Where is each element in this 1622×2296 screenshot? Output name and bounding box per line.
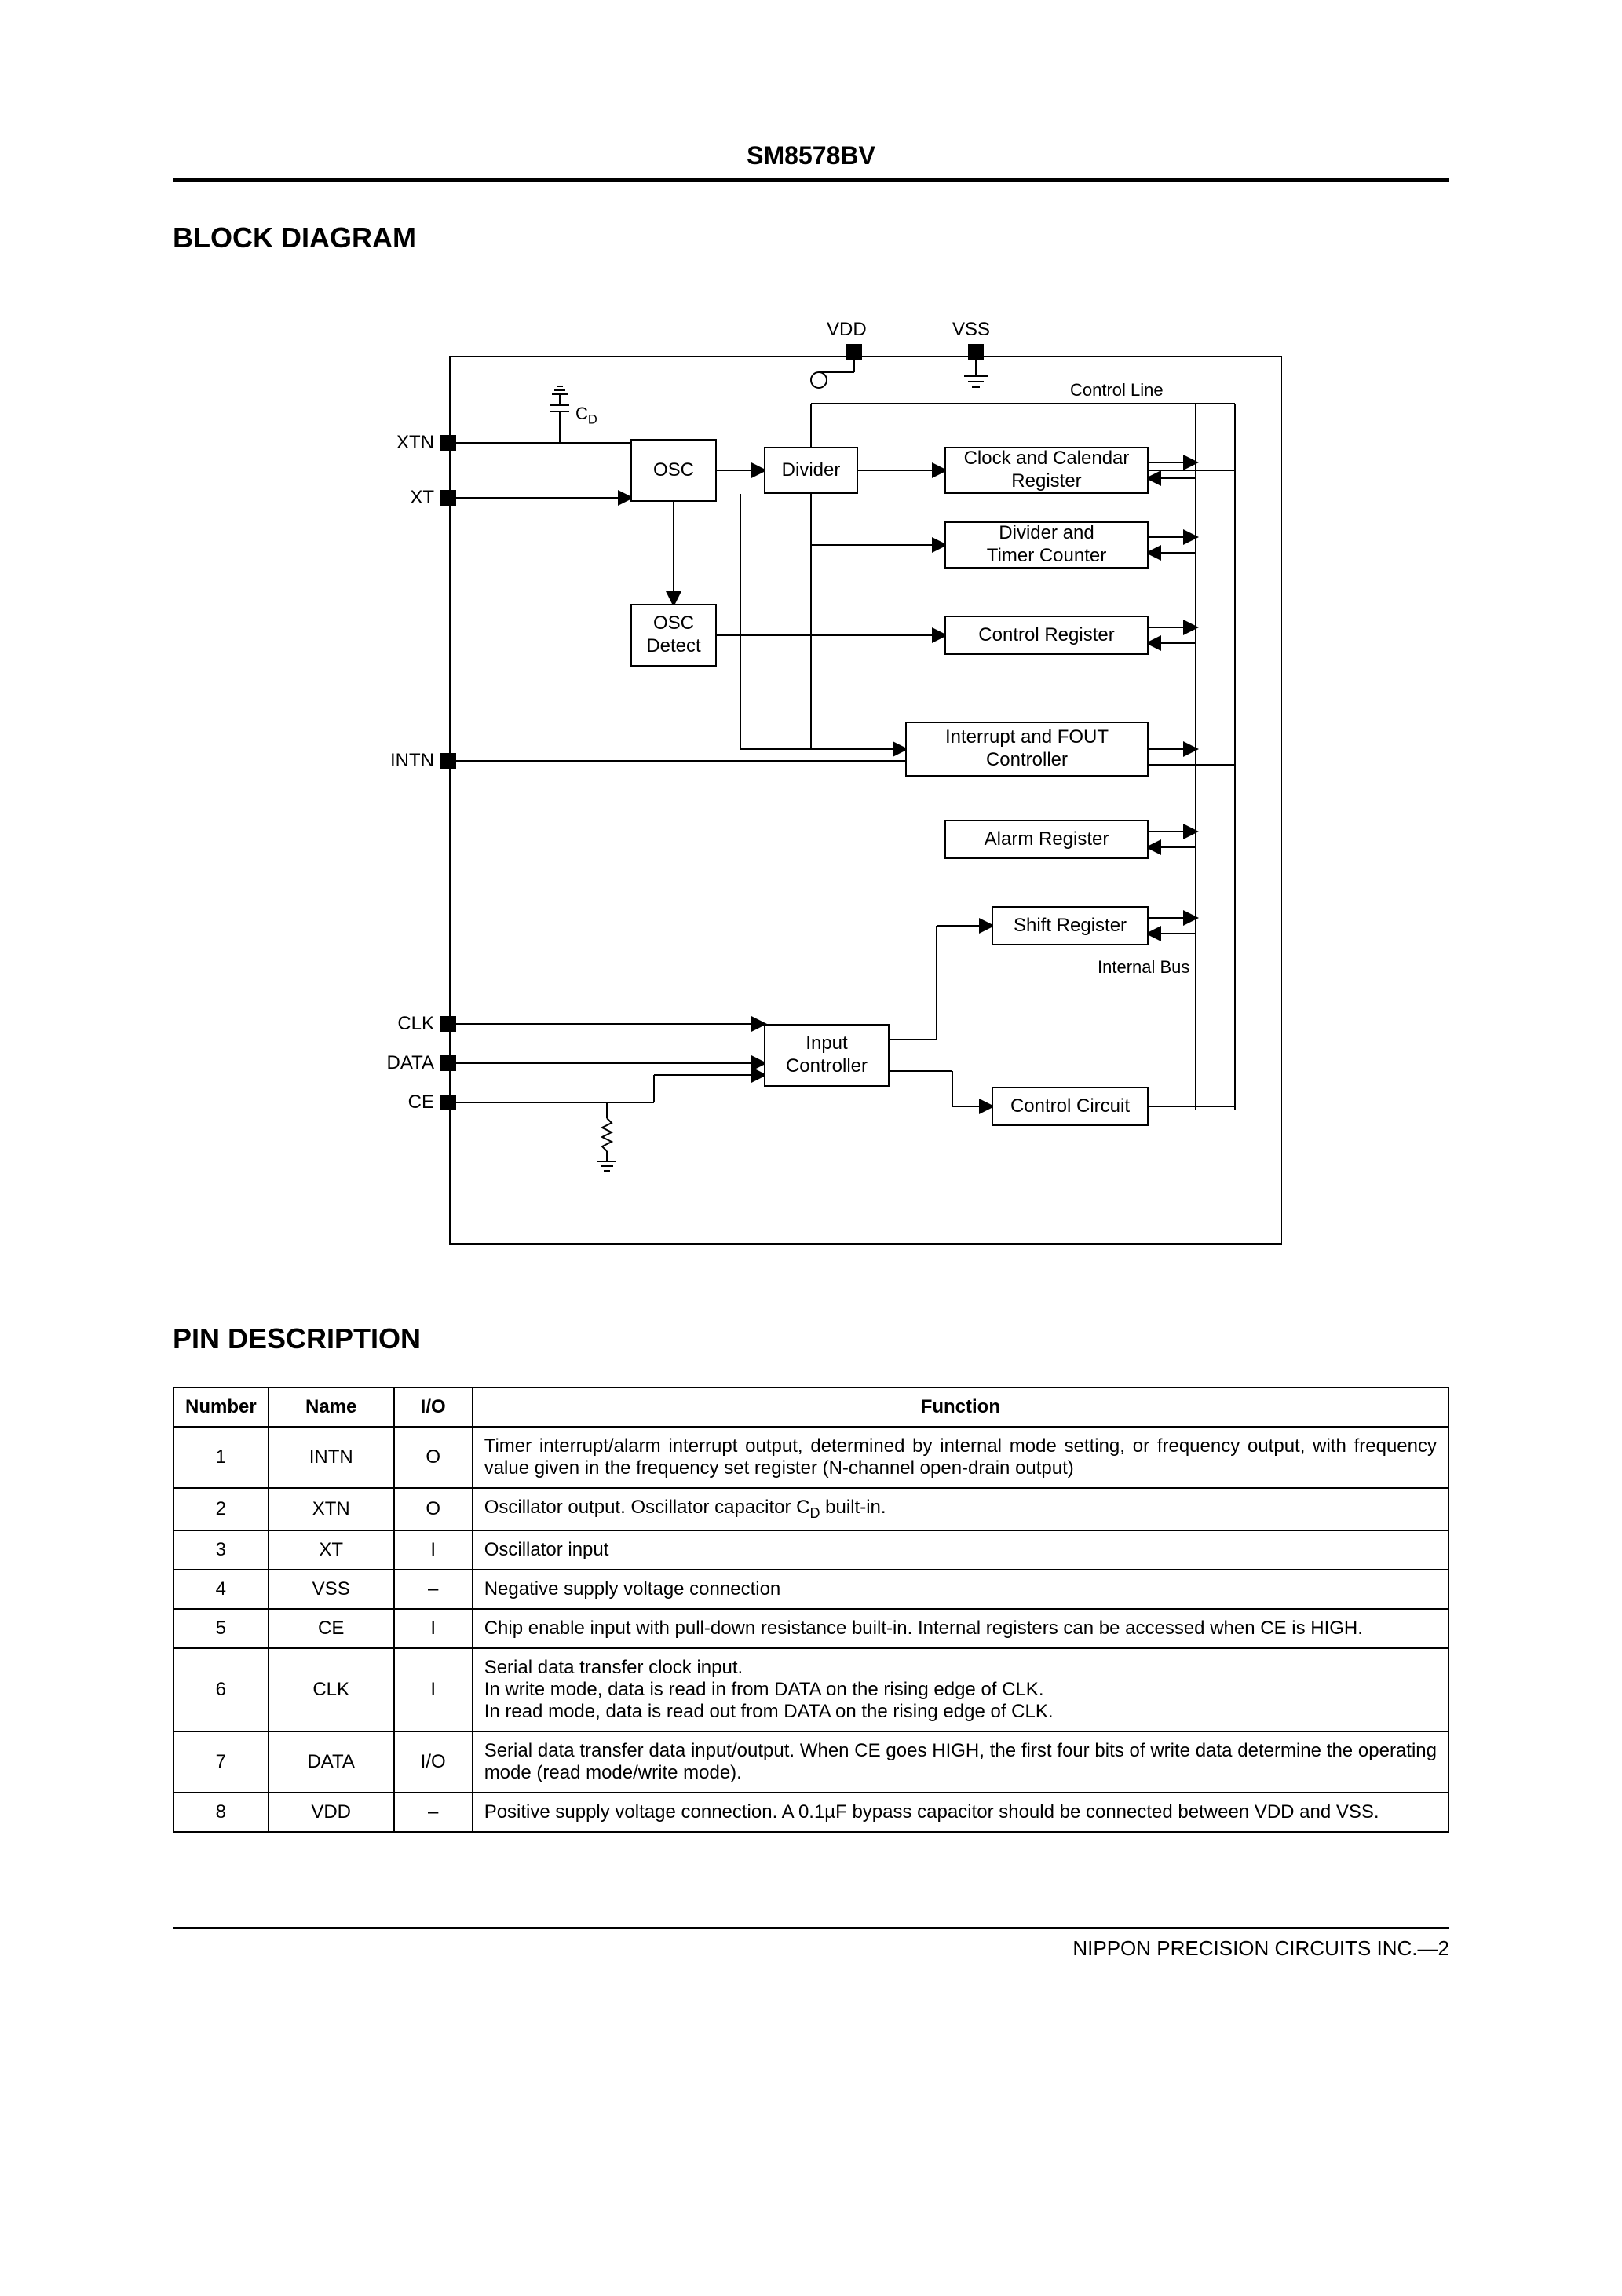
table-row: 1INTNOTimer interrupt/alarm interrupt ou… — [174, 1427, 1448, 1488]
cell-number: 2 — [174, 1488, 269, 1530]
cell-name: INTN — [269, 1427, 394, 1488]
pin-pad-data — [440, 1055, 456, 1071]
cell-name: DATA — [269, 1731, 394, 1793]
pin-pad-vss — [968, 344, 984, 360]
block-shift-reg: Shift Register — [992, 906, 1149, 945]
cell-io: O — [394, 1427, 473, 1488]
cell-number: 4 — [174, 1570, 269, 1609]
label-control-line: Control Line — [1070, 380, 1164, 400]
cell-name: XTN — [269, 1488, 394, 1530]
cell-io: I — [394, 1648, 473, 1731]
cell-number: 6 — [174, 1648, 269, 1731]
cell-io: – — [394, 1570, 473, 1609]
block-div-timer: Divider andTimer Counter — [944, 521, 1149, 569]
cell-number: 3 — [174, 1530, 269, 1570]
table-row: 8VDD–Positive supply voltage connection.… — [174, 1793, 1448, 1832]
section-title-block-diagram: BLOCK DIAGRAM — [173, 221, 1449, 254]
pin-label-xtn: XTN — [383, 432, 434, 454]
pin-description-table: Number Name I/O Function 1INTNOTimer int… — [173, 1387, 1449, 1833]
cell-function: Negative supply voltage connection — [473, 1570, 1448, 1609]
block-input-ctrl: InputController — [764, 1024, 890, 1087]
col-function: Function — [473, 1387, 1448, 1427]
block-diagram: VDD VSS XTN XT INTN CLK DATA CE CD Contr… — [340, 286, 1282, 1260]
cell-function: Timer interrupt/alarm interrupt output, … — [473, 1427, 1448, 1488]
section-title-pin-description: PIN DESCRIPTION — [173, 1322, 1449, 1355]
table-row: 3XTIOscillator input — [174, 1530, 1448, 1570]
cell-name: CLK — [269, 1648, 394, 1731]
cell-io: I — [394, 1609, 473, 1648]
pin-label-ce: CE — [383, 1091, 434, 1113]
pin-label-intn: INTN — [375, 750, 434, 772]
col-number: Number — [174, 1387, 269, 1427]
pin-pad-intn — [440, 753, 456, 769]
pin-pad-vdd — [846, 344, 862, 360]
table-row: 4VSS–Negative supply voltage connection — [174, 1570, 1448, 1609]
label-cd: CD — [575, 404, 597, 427]
cell-function: Oscillator output. Oscillator capacitor … — [473, 1488, 1448, 1530]
footer-rule — [173, 1927, 1449, 1929]
header-rule — [173, 178, 1449, 182]
cell-function: Oscillator input — [473, 1530, 1448, 1570]
table-row: 2XTNOOscillator output. Oscillator capac… — [174, 1488, 1448, 1530]
page-title: SM8578BV — [173, 141, 1449, 170]
pin-label-data: DATA — [371, 1052, 434, 1074]
table-row: 5CEIChip enable input with pull-down res… — [174, 1609, 1448, 1648]
cell-name: XT — [269, 1530, 394, 1570]
cell-name: VDD — [269, 1793, 394, 1832]
cell-function: Positive supply voltage connection. A 0.… — [473, 1793, 1448, 1832]
table-row: 6CLKISerial data transfer clock input.In… — [174, 1648, 1448, 1731]
block-int-fout: Interrupt and FOUTController — [905, 722, 1149, 777]
cell-function: Chip enable input with pull-down resista… — [473, 1609, 1448, 1648]
pin-pad-xtn — [440, 435, 456, 451]
pin-label-xt: XT — [383, 487, 434, 509]
block-divider: Divider — [764, 447, 858, 494]
block-osc-detect: OSCDetect — [630, 604, 717, 667]
cell-number: 1 — [174, 1427, 269, 1488]
block-clock-reg: Clock and CalendarRegister — [944, 447, 1149, 494]
table-row: 7DATAI/OSerial data transfer data input/… — [174, 1731, 1448, 1793]
block-osc: OSC — [630, 439, 717, 502]
pin-pad-clk — [440, 1016, 456, 1032]
pin-pad-xt — [440, 490, 456, 506]
cell-io: O — [394, 1488, 473, 1530]
pin-label-vdd: VDD — [827, 319, 867, 341]
cell-io: I — [394, 1530, 473, 1570]
cell-io: I/O — [394, 1731, 473, 1793]
datasheet-page: SM8578BV BLOCK DIAGRAM — [0, 0, 1622, 2296]
col-io: I/O — [394, 1387, 473, 1427]
col-name: Name — [269, 1387, 394, 1427]
cell-io: – — [394, 1793, 473, 1832]
footer-text: NIPPON PRECISION CIRCUITS INC.—2 — [173, 1936, 1449, 1961]
cell-name: CE — [269, 1609, 394, 1648]
pin-label-clk: CLK — [379, 1013, 434, 1035]
pin-label-vss: VSS — [952, 319, 990, 341]
cell-number: 5 — [174, 1609, 269, 1648]
block-ctrl-reg: Control Register — [944, 616, 1149, 655]
cell-number: 8 — [174, 1793, 269, 1832]
block-ctrl-circuit: Control Circuit — [992, 1087, 1149, 1126]
pin-pad-ce — [440, 1095, 456, 1110]
table-header-row: Number Name I/O Function — [174, 1387, 1448, 1427]
cell-name: VSS — [269, 1570, 394, 1609]
cell-function: Serial data transfer data input/output. … — [473, 1731, 1448, 1793]
cell-number: 7 — [174, 1731, 269, 1793]
label-internal-bus: Internal Bus — [1098, 957, 1189, 978]
block-alarm-reg: Alarm Register — [944, 820, 1149, 859]
cell-function: Serial data transfer clock input.In writ… — [473, 1648, 1448, 1731]
